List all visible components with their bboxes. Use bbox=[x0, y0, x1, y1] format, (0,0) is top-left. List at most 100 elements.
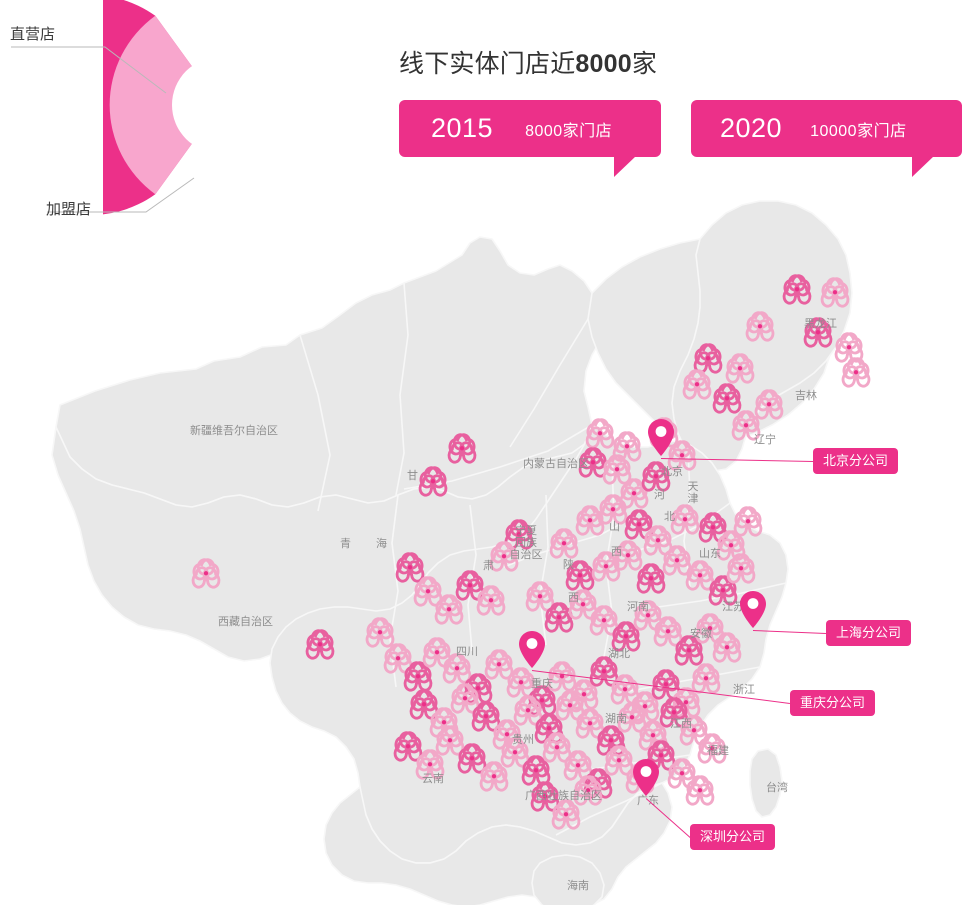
store-marker-icon bbox=[521, 755, 551, 786]
store-marker-icon bbox=[530, 781, 560, 812]
page-title-suffix: 家 bbox=[631, 50, 658, 78]
store-marker-icon bbox=[841, 357, 871, 388]
store-marker-icon bbox=[726, 553, 756, 584]
store-marker-icon bbox=[447, 433, 477, 464]
donut-slice-direct bbox=[109, 15, 220, 195]
store-marker-icon bbox=[191, 558, 221, 589]
store-marker-icon bbox=[671, 687, 701, 718]
store-marker-icon bbox=[575, 505, 605, 536]
callout-chip-chongqing-branch[interactable]: 重庆分公司 bbox=[790, 690, 876, 716]
store-marker-icon bbox=[651, 669, 681, 700]
province-shape-hainan bbox=[531, 854, 605, 905]
store-marker-icon bbox=[551, 799, 581, 830]
store-marker-icon bbox=[565, 560, 595, 591]
map-pin-icon-shanghai-branch[interactable] bbox=[738, 590, 768, 630]
map-pin-icon-chongqing-branch[interactable] bbox=[517, 630, 547, 670]
store-marker-icon bbox=[591, 551, 621, 582]
map-pin-icon-beijing-branch[interactable] bbox=[646, 418, 676, 458]
store-markers-layer bbox=[191, 274, 871, 830]
store-marker-icon bbox=[638, 720, 668, 751]
store-marker-icon bbox=[563, 750, 593, 781]
store-marker-icon bbox=[697, 733, 727, 764]
store-marker-icon bbox=[712, 632, 742, 663]
store-marker-icon bbox=[435, 725, 465, 756]
donut-svg bbox=[103, 0, 268, 215]
store-marker-icon bbox=[413, 576, 443, 607]
store-marker-icon bbox=[573, 775, 603, 806]
store-marker-icon bbox=[834, 332, 864, 363]
store-marker-icon bbox=[598, 494, 628, 525]
store-marker-icon bbox=[659, 697, 689, 728]
store-marker-icon bbox=[455, 570, 485, 601]
store-marker-icon bbox=[479, 761, 509, 792]
store-marker-icon bbox=[611, 621, 641, 652]
store-marker-icon bbox=[725, 353, 755, 384]
store-marker-icon bbox=[393, 731, 423, 762]
store-marker-icon bbox=[476, 585, 506, 616]
store-marker-icon bbox=[612, 431, 642, 462]
leader-line-franchise bbox=[47, 177, 195, 213]
store-marker-icon bbox=[617, 702, 647, 733]
store-marker-icon bbox=[636, 563, 666, 594]
store-marker-icon bbox=[549, 528, 579, 559]
store-marker-icon bbox=[575, 708, 605, 739]
store-marker-icon bbox=[698, 512, 728, 543]
callout-chip-beijing-branch[interactable]: 北京分公司 bbox=[813, 448, 899, 474]
store-marker-icon bbox=[604, 745, 634, 776]
store-marker-icon bbox=[484, 649, 514, 680]
store-marker-icon bbox=[667, 440, 697, 471]
leader-line-direct bbox=[11, 46, 167, 94]
store-marker-icon bbox=[754, 389, 784, 420]
store-marker-icon bbox=[712, 383, 742, 414]
store-marker-icon bbox=[731, 410, 761, 441]
store-marker-icon bbox=[695, 613, 725, 644]
store-marker-icon bbox=[820, 277, 850, 308]
badge-tail-icon bbox=[614, 156, 636, 177]
store-marker-icon bbox=[442, 653, 472, 684]
store-marker-icon bbox=[365, 617, 395, 648]
store-marker-icon bbox=[733, 506, 763, 537]
store-marker-icon bbox=[682, 369, 712, 400]
badge-tail-icon bbox=[912, 156, 934, 177]
store-marker-icon bbox=[569, 679, 599, 710]
store-marker-icon bbox=[685, 560, 715, 591]
store-marker-icon bbox=[585, 418, 615, 449]
province-shape-taiwan bbox=[749, 748, 783, 818]
store-marker-icon bbox=[513, 695, 543, 726]
map-pin-icon-shenzhen-branch[interactable] bbox=[631, 758, 661, 798]
page-title-prefix: 线下实体门店近 bbox=[399, 50, 576, 78]
callout-chip-shenzhen-branch[interactable]: 深圳分公司 bbox=[690, 824, 776, 850]
store-marker-icon bbox=[716, 530, 746, 561]
store-marker-icon bbox=[782, 274, 812, 305]
store-marker-icon bbox=[463, 673, 493, 704]
store-marker-icon bbox=[653, 616, 683, 647]
year-badge-2015[interactable]: 2015 8000家门店 bbox=[399, 100, 661, 177]
store-marker-icon bbox=[434, 594, 464, 625]
store-marker-icon bbox=[633, 600, 663, 631]
page-title: 线下实体门店近8000家 bbox=[399, 44, 657, 80]
store-marker-icon bbox=[641, 461, 671, 492]
store-marker-icon bbox=[670, 504, 700, 535]
store-marker-icon bbox=[596, 725, 626, 756]
store-marker-icon bbox=[589, 656, 619, 687]
store-marker-icon bbox=[624, 509, 654, 540]
store-marker-icon bbox=[708, 575, 738, 606]
store-marker-icon bbox=[409, 689, 439, 720]
store-marker-icon bbox=[667, 758, 697, 789]
store-marker-icon bbox=[418, 466, 448, 497]
store-marker-icon bbox=[578, 447, 608, 478]
store-marker-icon bbox=[422, 637, 452, 668]
store-marker-icon bbox=[415, 749, 445, 780]
store-marker-icon bbox=[544, 602, 574, 633]
store-marker-icon bbox=[691, 663, 721, 694]
store-marker-icon bbox=[589, 605, 619, 636]
badge-year-2020: 2020 bbox=[720, 113, 783, 143]
year-badge-2020[interactable]: 2020 10000家门店 bbox=[691, 100, 962, 177]
store-marker-icon bbox=[471, 701, 501, 732]
store-marker-icon bbox=[619, 478, 649, 509]
store-marker-icon bbox=[803, 317, 833, 348]
badge-stores-2015: 8000家门店 bbox=[525, 122, 613, 140]
callout-chip-shanghai-branch[interactable]: 上海分公司 bbox=[826, 620, 912, 646]
china-map bbox=[0, 195, 965, 905]
